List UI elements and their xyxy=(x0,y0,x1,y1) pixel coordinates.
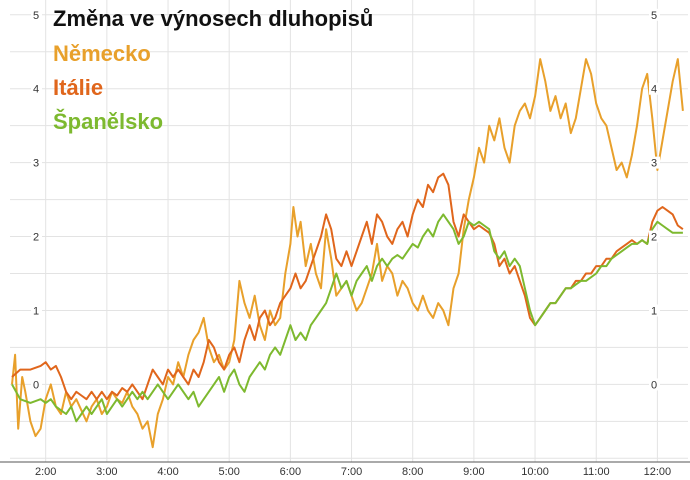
y-tick-bg xyxy=(31,82,42,95)
legend-entry-nemecko: Německo xyxy=(53,41,151,66)
chart-title: Změna ve výnosech dluhopisů xyxy=(53,6,374,31)
x-tick-label: 8:00 xyxy=(402,466,423,478)
x-tick-label: 7:00 xyxy=(341,466,362,478)
x-tick-label: 4:00 xyxy=(157,466,178,478)
y-tick-bg xyxy=(31,378,42,391)
x-tick-label: 2:00 xyxy=(35,466,56,478)
series-line-1 xyxy=(11,172,684,401)
series-line-2 xyxy=(11,213,683,423)
y-tick-bg xyxy=(31,230,42,243)
y-tick-bg xyxy=(649,378,660,391)
legend-entry-spanelsko: Španělsko xyxy=(53,109,164,134)
y-tick-label-right: 2 xyxy=(651,232,657,244)
x-axis-ticks: 2:00 3:00 4:00 5:00 6:00 7:00 8:00 9:00 10:00 11:… xyxy=(35,466,671,478)
x-tick-label: 6:00 xyxy=(280,466,301,478)
y-tick-label-left: 5 xyxy=(33,10,39,22)
y-tick-label-left: 0 xyxy=(33,379,39,391)
y-tick-label-left: 4 xyxy=(33,84,39,96)
y-tick-bg xyxy=(649,304,660,317)
y-tick-label-right: 5 xyxy=(651,10,657,22)
x-tick-label: 10:00 xyxy=(521,466,549,478)
y-tick-bg xyxy=(649,82,660,95)
y-tick-label-right: 0 xyxy=(651,379,657,391)
y-tick-bg xyxy=(31,8,42,21)
chart-grid xyxy=(0,0,690,463)
x-tick-label: 3:00 xyxy=(96,466,117,478)
chart-series xyxy=(11,58,684,449)
x-tick-label: 5:00 xyxy=(218,466,239,478)
y-tick-bg xyxy=(31,156,42,169)
y-tick-label-right: 1 xyxy=(651,305,657,317)
y-tick-bg xyxy=(649,156,660,169)
y-tick-label-right: 4 xyxy=(651,84,657,96)
y-tick-label-left: 1 xyxy=(33,305,39,317)
legend-entry-italie: Itálie xyxy=(53,75,104,100)
x-tick-label: 11:00 xyxy=(583,466,610,478)
y-tick-bg xyxy=(31,304,42,317)
y-axis-ticks: 0 0 1 1 2 2 3 3 4 4 5 5 xyxy=(31,8,660,391)
y-tick-label-right: 3 xyxy=(651,158,657,170)
x-tick-label: 9:00 xyxy=(463,466,484,478)
y-tick-label-left: 3 xyxy=(33,158,39,170)
y-tick-label-left: 2 xyxy=(33,232,39,244)
x-tick-label: 12:00 xyxy=(644,466,672,478)
y-tick-bg xyxy=(649,230,660,243)
y-tick-bg xyxy=(649,8,660,21)
